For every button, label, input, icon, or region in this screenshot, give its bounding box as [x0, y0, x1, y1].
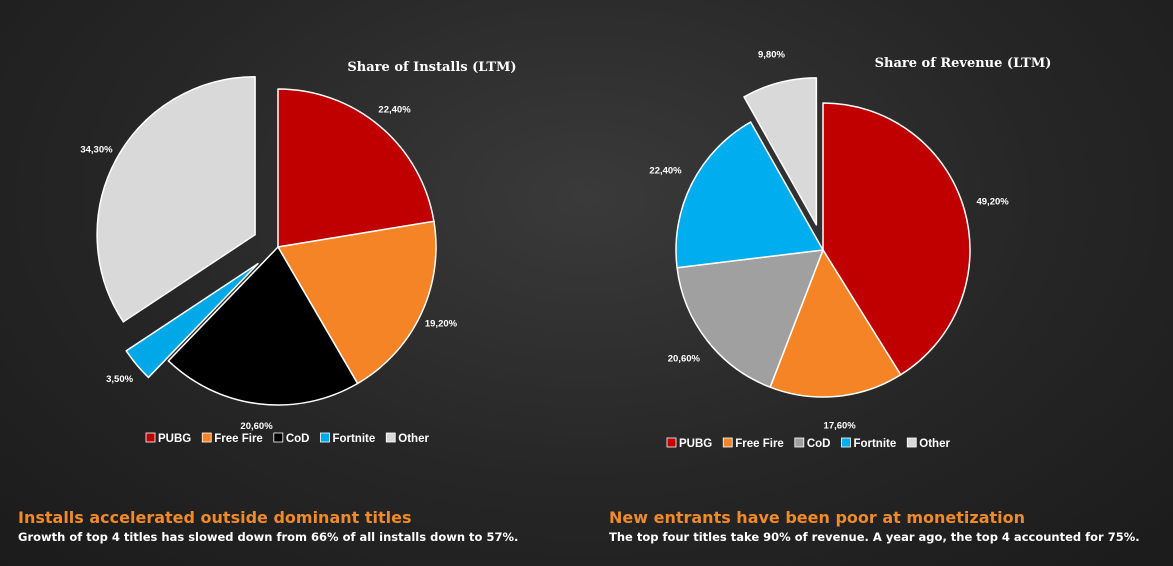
installs-legend-text-cod: CoD	[286, 433, 310, 445]
installs-label-other: 34,30%	[80, 144, 113, 155]
installs-label-fortnite: 3,50%	[106, 374, 133, 385]
installs-pie-chart: Share of Installs (LTM) 22,40% 19,20% 20,60…	[80, 60, 516, 445]
installs-caption: Installs accelerated outside dominant ti…	[18, 508, 578, 545]
installs-legend-text-fortnite: Fortnite	[332, 433, 375, 445]
revenue-slice-cod	[676, 249, 824, 388]
revenue-legend-text-fortnite: Fortnite	[853, 438, 896, 450]
revenue-slice-other	[743, 77, 818, 226]
revenue-caption-heading: New entrants have been poor at monetizat…	[609, 508, 1026, 527]
revenue-legend-item-other: Other	[906, 437, 950, 450]
revenue-legend: PUBG Free Fire CoD Fortnite Other	[666, 437, 950, 450]
installs-legend-text-free-fire: Free Fire	[214, 433, 263, 445]
installs-slice-free-fire	[277, 220, 437, 385]
installs-legend-text-other: Other	[398, 433, 429, 445]
revenue-label-other: 9,80%	[758, 49, 785, 60]
revenue-slice-free-fire	[769, 249, 902, 398]
installs-label-free-fire: 19,20%	[425, 319, 458, 330]
installs-legend: PUBG Free Fire CoD Fortnite Other	[145, 432, 429, 445]
revenue-slice-pubg	[822, 102, 971, 376]
revenue-caption: New entrants have been poor at monetizat…	[609, 508, 1169, 545]
revenue-legend-item-fortnite: Fortnite	[841, 437, 896, 450]
installs-legend-item-pubg: PUBG	[145, 432, 191, 445]
installs-legend-item-other: Other	[385, 432, 429, 445]
installs-label-cod: 20,60%	[240, 421, 273, 432]
installs-label-pubg: 22,40%	[378, 105, 411, 116]
revenue-pie-chart: Share of Revenue (LTM) 49,20% 17,60% 20,60%…	[649, 49, 1051, 450]
revenue-legend-item-pubg: PUBG	[666, 437, 712, 450]
installs-caption-heading: Installs accelerated outside dominant ti…	[18, 508, 412, 527]
installs-legend-item-fortnite: Fortnite	[320, 432, 375, 445]
installs-legend-swatch-fortnite	[320, 432, 330, 443]
installs-legend-swatch-pubg	[145, 432, 156, 443]
installs-slice-cod	[167, 246, 359, 406]
revenue-label-cod: 20,60%	[668, 353, 701, 364]
installs-legend-swatch-free-fire	[201, 432, 212, 443]
revenue-label-pubg: 49,20%	[976, 197, 1009, 208]
installs-legend-item-cod: CoD	[273, 432, 310, 445]
revenue-caption-body: The top four titles take 90% of revenue.…	[609, 530, 1140, 544]
revenue-legend-swatch-other	[906, 437, 917, 448]
revenue-legend-swatch-pubg	[666, 437, 677, 448]
revenue-slice-fortnite	[675, 121, 824, 269]
installs-slice-other	[96, 75, 256, 323]
installs-legend-text-pubg: PUBG	[158, 433, 191, 445]
installs-caption-body: Growth of top 4 titles has slowed down f…	[18, 530, 519, 544]
revenue-legend-text-free-fire: Free Fire	[735, 438, 784, 450]
installs-legend-item-free-fire: Free Fire	[201, 432, 263, 445]
revenue-legend-swatch-fortnite	[841, 437, 851, 448]
installs-legend-swatch-cod	[273, 432, 284, 443]
revenue-legend-swatch-cod	[794, 437, 805, 448]
installs-legend-swatch-other	[385, 432, 396, 443]
revenue-label-fortnite: 22,40%	[649, 165, 682, 176]
installs-slice-fortnite	[125, 262, 259, 379]
revenue-label-free-fire: 17,60%	[824, 421, 857, 432]
installs-chart-title: Share of Installs (LTM)	[347, 60, 516, 75]
revenue-legend-text-other: Other	[919, 438, 950, 450]
revenue-legend-item-cod: CoD	[794, 437, 831, 450]
revenue-legend-text-pubg: PUBG	[679, 438, 712, 450]
revenue-legend-text-cod: CoD	[807, 438, 831, 450]
revenue-legend-swatch-free-fire	[722, 437, 733, 448]
revenue-chart-title: Share of Revenue (LTM)	[875, 56, 1052, 71]
revenue-legend-item-free-fire: Free Fire	[722, 437, 784, 450]
installs-slice-pubg	[277, 88, 435, 248]
